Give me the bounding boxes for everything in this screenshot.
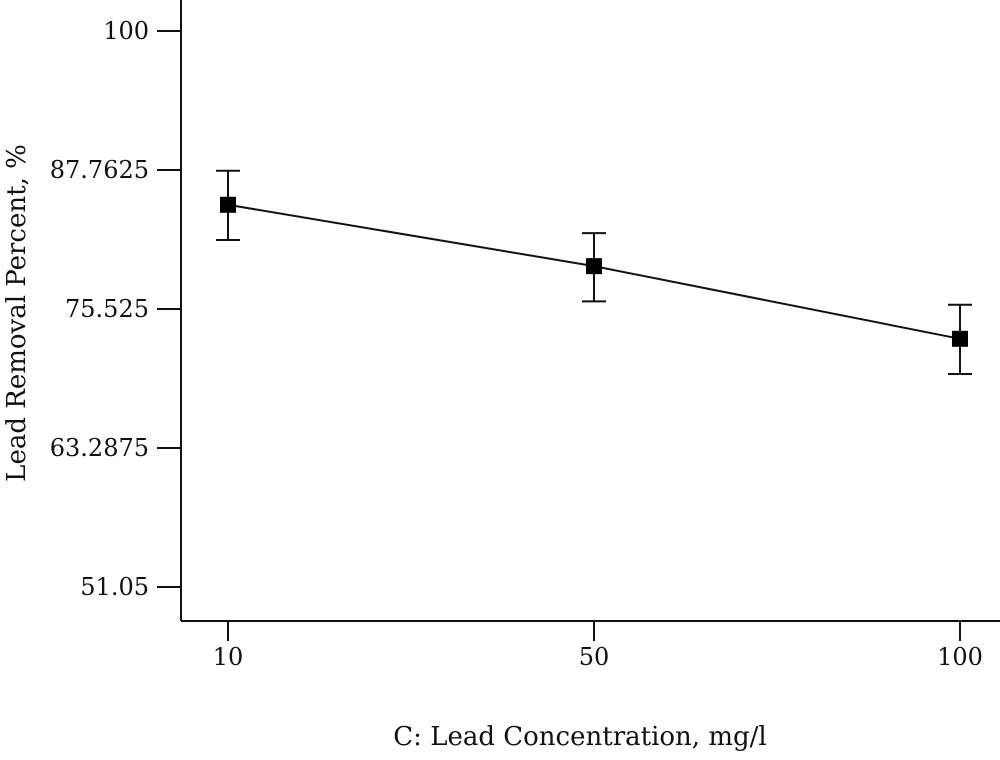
y-tick-label: 75.525 xyxy=(65,295,149,323)
ticks: 51.05 63.2875 75.525 87.7625 100 10 50 100 xyxy=(50,17,983,671)
x-axis-title: C: Lead Concentration, mg/l xyxy=(393,722,766,752)
data-point-marker xyxy=(952,330,968,347)
x-tick-label: 50 xyxy=(579,643,610,671)
x-tick-label: 10 xyxy=(213,643,244,671)
x-tick-label: 100 xyxy=(937,643,983,671)
series xyxy=(216,169,972,376)
axes xyxy=(180,0,1000,622)
y-tick-label: 63.2875 xyxy=(50,434,149,462)
data-point-marker xyxy=(220,196,236,213)
y-tick-label: 100 xyxy=(103,17,149,45)
y-tick-label: 51.05 xyxy=(80,573,149,601)
data-point-marker xyxy=(586,258,602,275)
y-axis-title: Lead Removal Percent, % xyxy=(2,144,32,482)
y-tick-label: 87.7625 xyxy=(50,156,149,184)
